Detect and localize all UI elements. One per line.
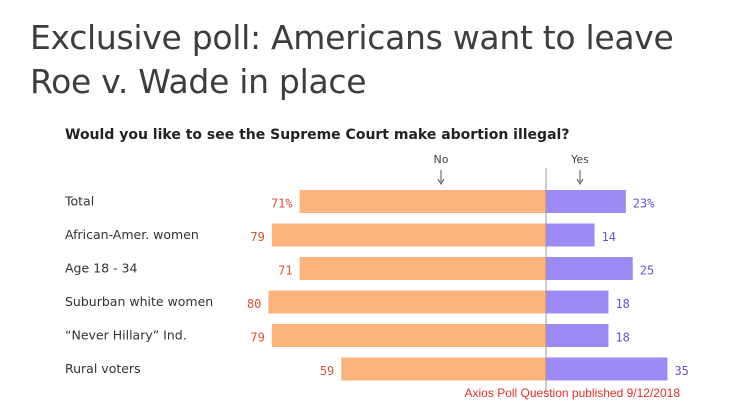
value-label-yes: 18 bbox=[615, 331, 629, 345]
chart-question: Would you like to see the Supreme Court … bbox=[65, 127, 569, 143]
bar-yes bbox=[546, 190, 626, 213]
category-label: Age 18 - 34 bbox=[65, 261, 137, 276]
bar-no bbox=[268, 290, 546, 314]
bar-no bbox=[341, 357, 546, 381]
value-label-no: 59 bbox=[320, 364, 334, 378]
bar-yes bbox=[546, 223, 595, 247]
bar-no bbox=[271, 223, 546, 247]
headline: Exclusive poll: Americans want to leave … bbox=[30, 18, 674, 101]
bar-yes bbox=[546, 324, 609, 347]
category-label: Total bbox=[64, 194, 94, 209]
category-label: “Never Hillary” Ind. bbox=[65, 328, 187, 343]
no-column-label: No bbox=[434, 153, 449, 166]
category-label: African-Amer. women bbox=[65, 227, 199, 242]
category-label: Rural voters bbox=[65, 361, 141, 376]
value-label-yes: 14 bbox=[602, 230, 616, 244]
bar-no bbox=[271, 324, 546, 347]
value-label-no: 80 bbox=[247, 297, 261, 311]
value-label-yes: 23% bbox=[633, 197, 655, 211]
value-label-no: 71 bbox=[278, 264, 292, 278]
value-label-no: 71% bbox=[271, 197, 293, 211]
bar-yes bbox=[546, 257, 633, 280]
yes-column-label: Yes bbox=[570, 153, 589, 166]
value-label-no: 79 bbox=[250, 331, 264, 345]
value-label-yes: 18 bbox=[615, 297, 629, 311]
yes-arrowhead-icon bbox=[576, 178, 584, 185]
value-label-yes: 25 bbox=[640, 264, 654, 278]
no-arrowhead-icon bbox=[437, 178, 445, 185]
bar-yes bbox=[546, 290, 609, 314]
value-label-no: 79 bbox=[250, 230, 264, 244]
bar-no bbox=[299, 190, 546, 213]
category-label: Suburban white women bbox=[65, 294, 213, 309]
bar-yes bbox=[546, 357, 668, 381]
source-note: Axios Poll Question published 9/12/2018 bbox=[465, 386, 681, 400]
bar-no bbox=[299, 257, 546, 280]
value-label-yes: 35 bbox=[674, 364, 688, 378]
